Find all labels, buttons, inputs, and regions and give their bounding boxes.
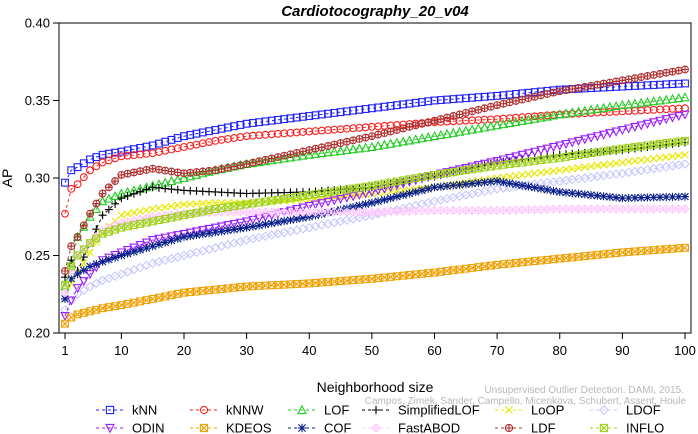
legend-marker [297, 423, 307, 433]
legend-label: INFLO [626, 421, 664, 434]
x-tick-label: 1 [61, 343, 68, 358]
x-tick-label: 100 [674, 343, 696, 358]
series-line [64, 154, 686, 300]
legend-item: COF [288, 421, 352, 434]
legend-marker [297, 404, 307, 415]
legend-item: SimplifiedLOF [362, 403, 480, 418]
chart-title: Cardiotocography_20_v04 [281, 3, 469, 20]
series-markers [60, 204, 690, 298]
legend-item: KDEOS [190, 421, 272, 434]
series-markers [61, 136, 689, 289]
legend-marker [199, 423, 209, 433]
legend-marker [599, 405, 609, 415]
legend-item: ODIN [96, 421, 165, 434]
series-markers [61, 243, 689, 328]
legend-marker [371, 423, 381, 433]
series-layer [60, 65, 690, 328]
y-tick-label: 0.20 [25, 326, 50, 341]
legend-label: KDEOS [226, 421, 272, 434]
legend-label: kNN [132, 403, 157, 418]
legend-item: LDOF [590, 403, 661, 418]
legend-label: LDF [531, 421, 556, 434]
series-markers [61, 177, 689, 303]
x-axis: 1 10 20 30 40 50 60 70 80 90 100 [61, 333, 696, 358]
x-tick-label: 80 [553, 343, 567, 358]
legend-label: SimplifiedLOF [398, 403, 480, 418]
y-tick-label: 0.25 [25, 248, 50, 263]
x-tick-label: 20 [177, 343, 191, 358]
legend-label: LOF [324, 403, 349, 418]
series-LDF [61, 65, 689, 275]
legend-label: ODIN [132, 421, 165, 434]
y-tick-label: 0.35 [25, 93, 50, 108]
legend-label: COF [324, 421, 352, 434]
legend-label: FastABOD [398, 421, 460, 434]
legend: kNN kNNW LOF SimplifiedLOF LoOP LDOF ODIN KDEOS… [96, 403, 664, 434]
y-tick-label: 0.30 [25, 171, 50, 186]
y-axis-label: AP [0, 169, 15, 188]
legend-marker [105, 405, 115, 415]
series-INFLO [61, 136, 689, 289]
legend-marker [371, 405, 381, 415]
series-markers [61, 65, 689, 275]
legend-label: kNNW [226, 403, 264, 418]
legend-item: kNN [96, 403, 157, 418]
legend-label: LDOF [626, 403, 661, 418]
series-line [64, 113, 686, 317]
series-LOF [60, 92, 690, 291]
legend-item: LDF [495, 421, 556, 434]
plot-frame [58, 22, 692, 334]
series-KDEOS [61, 243, 689, 328]
legend-item: kNNW [190, 403, 264, 418]
x-tick-label: 70 [490, 343, 504, 358]
legend-item: FastABOD [362, 421, 460, 434]
x-tick-label: 60 [427, 343, 441, 358]
x-tick-label: 50 [365, 343, 379, 358]
legend-item: LOF [288, 403, 349, 418]
y-axis: 0.20 0.25 0.30 0.35 0.40 [25, 16, 59, 341]
watermark: Unsupervised Outlier Detection. DAMI, 20… [365, 385, 687, 407]
legend-marker [505, 406, 513, 414]
series-FastABOD [60, 204, 690, 298]
legend-marker [504, 423, 514, 433]
x-tick-label: 30 [239, 343, 253, 358]
legend-item: INFLO [590, 421, 664, 434]
legend-marker [599, 423, 609, 433]
y-tick-label: 0.40 [25, 16, 50, 31]
legend-marker [199, 405, 209, 415]
x-tick-label: 40 [302, 343, 316, 358]
watermark-line-2: Campos, Zimek, Sander, Campello, Micenko… [365, 396, 687, 407]
watermark-line-1: Unsupervised Outlier Detection. DAMI, 20… [484, 385, 684, 396]
x-axis-label: Neighborhood size [317, 379, 434, 395]
series-line [64, 96, 686, 287]
legend-marker [105, 423, 115, 434]
series-markers [60, 92, 690, 291]
legend-label: LoOP [531, 403, 564, 418]
legend-item: LoOP [495, 403, 564, 418]
x-tick-label: 10 [114, 343, 128, 358]
series-COF [61, 177, 689, 303]
x-tick-label: 90 [615, 343, 629, 358]
